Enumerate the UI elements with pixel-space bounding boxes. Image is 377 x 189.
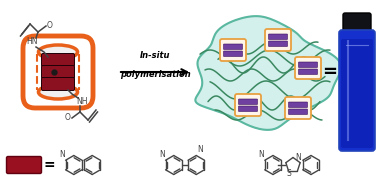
Text: =: =: [322, 63, 337, 81]
FancyBboxPatch shape: [41, 66, 75, 78]
FancyBboxPatch shape: [224, 51, 242, 57]
FancyBboxPatch shape: [23, 36, 93, 108]
FancyBboxPatch shape: [299, 69, 317, 74]
FancyBboxPatch shape: [343, 13, 371, 35]
Text: O: O: [47, 22, 53, 30]
Text: N: N: [159, 150, 164, 159]
Text: NH: NH: [76, 98, 88, 106]
Text: =: =: [43, 158, 55, 172]
FancyBboxPatch shape: [288, 109, 308, 115]
Text: In-situ: In-situ: [140, 51, 170, 60]
Polygon shape: [195, 16, 341, 130]
Text: O: O: [65, 114, 71, 122]
Text: N: N: [295, 153, 301, 161]
FancyBboxPatch shape: [295, 57, 321, 79]
FancyBboxPatch shape: [339, 30, 375, 151]
Ellipse shape: [38, 85, 78, 99]
FancyBboxPatch shape: [299, 62, 317, 67]
FancyBboxPatch shape: [341, 39, 373, 148]
Text: S: S: [287, 169, 291, 177]
FancyBboxPatch shape: [288, 102, 308, 108]
FancyBboxPatch shape: [285, 97, 311, 119]
FancyBboxPatch shape: [265, 29, 291, 51]
Text: HN: HN: [26, 37, 38, 46]
Ellipse shape: [38, 45, 78, 59]
FancyBboxPatch shape: [224, 44, 242, 50]
FancyBboxPatch shape: [6, 156, 41, 174]
Text: N: N: [197, 146, 203, 154]
FancyBboxPatch shape: [239, 99, 257, 105]
FancyBboxPatch shape: [268, 41, 288, 46]
FancyBboxPatch shape: [235, 94, 261, 116]
FancyBboxPatch shape: [239, 106, 257, 112]
Text: N: N: [258, 150, 264, 159]
FancyBboxPatch shape: [220, 39, 246, 61]
FancyBboxPatch shape: [268, 34, 288, 40]
FancyBboxPatch shape: [41, 53, 75, 67]
Text: polymerisation: polymerisation: [120, 70, 190, 79]
FancyBboxPatch shape: [41, 77, 75, 91]
Text: N: N: [59, 150, 64, 159]
